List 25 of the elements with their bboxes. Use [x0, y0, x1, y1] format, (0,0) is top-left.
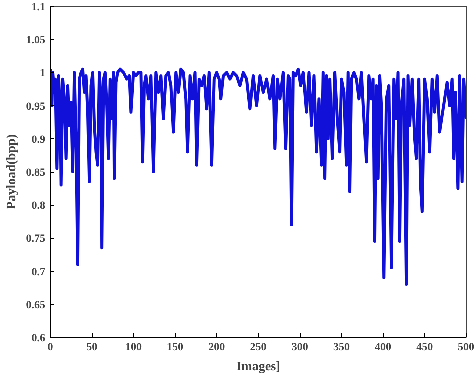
x-tick-label: 50: [86, 342, 98, 354]
x-tick-label: 450: [416, 342, 434, 354]
y-tick-label: 0.85: [26, 167, 46, 179]
y-tick-label: 1: [40, 68, 46, 80]
y-tick-label: 0.6: [32, 332, 46, 344]
x-tick-label: 150: [167, 342, 184, 354]
y-tick-label: 0.95: [26, 100, 46, 113]
y-tick-label: 0.65: [26, 299, 46, 312]
x-tick-label: 200: [208, 342, 226, 354]
y-axis-title: Payload(bpp): [3, 134, 18, 210]
line-series: [50, 68, 466, 286]
y-tick-label: 1.1: [32, 2, 46, 14]
x-tick-label: 350: [333, 342, 350, 354]
y-tick-label: 0.75: [26, 233, 46, 246]
y-tick-label: 0.7: [32, 266, 46, 278]
x-axis-title: Images]: [236, 358, 281, 374]
y-tick-label: 0.8: [32, 200, 46, 212]
x-tick-label: 300: [292, 342, 309, 354]
x-tick-label: 250: [250, 342, 268, 354]
x-tick-label: 0: [48, 342, 54, 354]
x-tick-label: 500: [458, 342, 474, 354]
x-tick-label: 100: [125, 342, 142, 354]
x-tick-label: 400: [375, 342, 392, 354]
y-tick-label: 1.05: [26, 34, 46, 47]
y-tick-label: 0.9: [32, 134, 46, 146]
